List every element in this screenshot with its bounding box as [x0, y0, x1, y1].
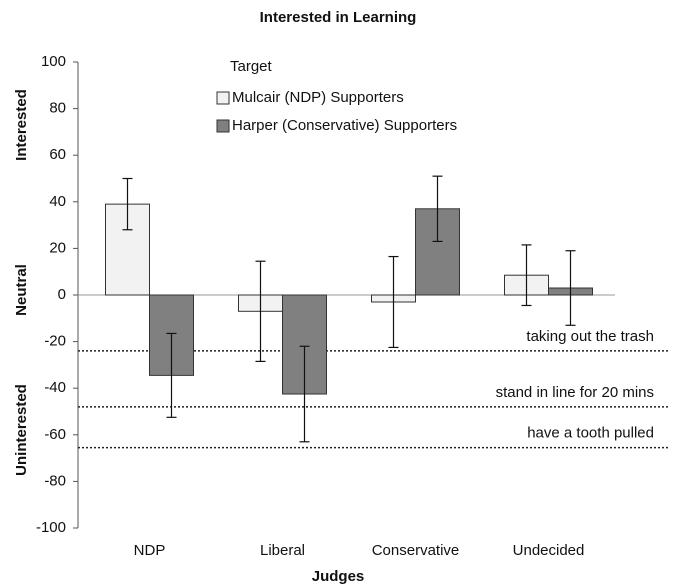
side-label: Neutral [13, 264, 30, 316]
legend-swatch [216, 91, 230, 105]
chart-title: Interested in Learning [260, 9, 417, 26]
error-bar [166, 332, 177, 418]
y-tick-label: 40 [49, 193, 66, 210]
legend-swatch [216, 119, 230, 133]
side-label: Uninterested [13, 384, 30, 476]
y-tick-label: -60 [44, 426, 66, 443]
x-tick-label: Conservative [372, 542, 460, 559]
error-bar [521, 244, 532, 307]
legend-label: Harper (Conservative) Supporters [232, 117, 457, 134]
reference-label: have a tooth pulled [527, 425, 654, 442]
y-tick-label: 0 [58, 286, 66, 303]
x-tick-label: Liberal [260, 542, 305, 559]
y-tick-label: 60 [49, 146, 66, 163]
y-tick-label: -100 [36, 519, 66, 536]
legend-title: Target [230, 58, 273, 75]
x-tick-label: NDP [134, 542, 166, 559]
reference-label: stand in line for 20 mins [496, 384, 654, 401]
error-bar [122, 177, 133, 231]
y-tick-label: -40 [44, 379, 66, 396]
side-label: Interested [13, 89, 30, 161]
y-tick-label: -20 [44, 333, 66, 350]
y-tick-label: 80 [49, 100, 66, 117]
error-bar [432, 175, 443, 243]
error-bar [388, 255, 399, 349]
reference-label: taking out the trash [526, 328, 654, 345]
legend-label: Mulcair (NDP) Supporters [232, 89, 404, 106]
y-tick-label: -80 [44, 472, 66, 489]
x-tick-label: Undecided [513, 542, 585, 559]
x-axis-label: Judges [312, 568, 365, 585]
error-bar [565, 250, 576, 326]
y-tick-label: 20 [49, 239, 66, 256]
y-tick-label: 100 [41, 53, 66, 70]
error-bar [299, 345, 310, 443]
error-bar [255, 260, 266, 363]
